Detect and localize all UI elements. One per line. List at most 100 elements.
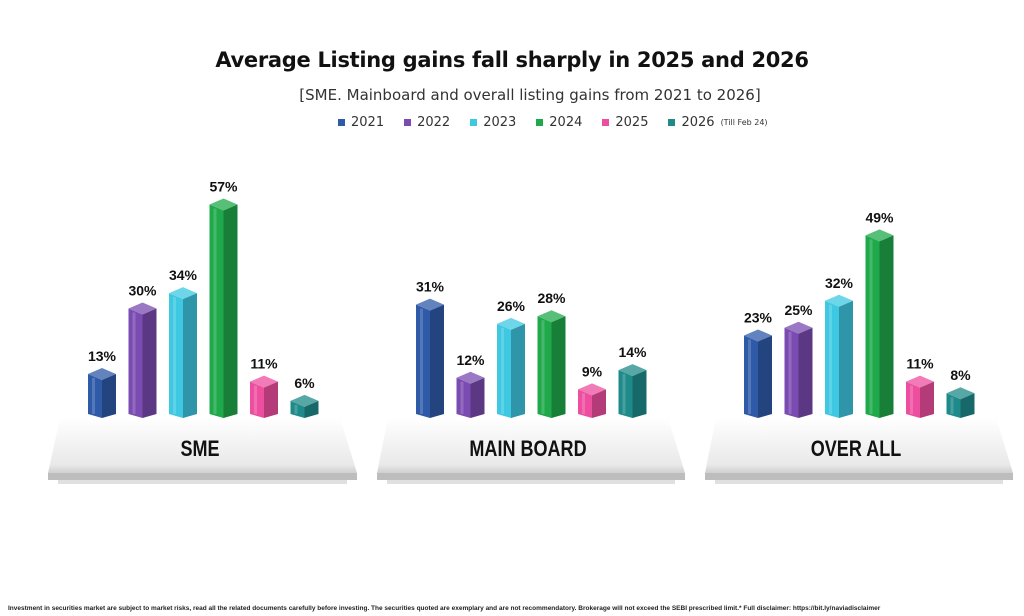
data-label: 6% — [294, 375, 315, 391]
legend-swatch — [470, 119, 478, 126]
bar-side — [304, 400, 319, 418]
bar-2025-sme: 11% — [250, 356, 278, 418]
bar-highlight — [582, 393, 585, 414]
platform-edge — [377, 473, 685, 480]
bar-highlight — [541, 320, 545, 414]
bar-highlight — [950, 397, 954, 414]
data-label: 26% — [497, 298, 526, 314]
bar-side — [511, 323, 525, 418]
data-label: 23% — [744, 309, 773, 325]
bar-side — [879, 235, 894, 418]
bar-side — [632, 370, 647, 418]
bar-2026-over-all: 8% — [946, 367, 975, 418]
data-label: 49% — [865, 209, 894, 225]
legend-item-2025: 2025 — [602, 115, 648, 130]
disclaimer-footer: Investment in securities market are subj… — [8, 605, 881, 612]
data-label: 14% — [618, 344, 647, 360]
legend-item-2022: 2022 — [404, 115, 450, 130]
platform — [377, 418, 685, 473]
bar-side — [264, 381, 278, 418]
group-over-all: OVER ALL 23% 25% 32% 49% 11% 8% — [705, 209, 1013, 484]
bar-highlight — [132, 312, 136, 414]
bar-2025-over-all: 11% — [906, 356, 934, 418]
bar-2026-main-board: 14% — [618, 344, 647, 418]
data-label: 12% — [456, 352, 485, 368]
legend-swatch — [602, 119, 610, 126]
platform-shadow — [387, 480, 675, 484]
bar-highlight — [910, 385, 913, 414]
legend-label: 2024 — [549, 115, 583, 130]
bar-2021-sme: 13% — [88, 348, 117, 418]
bar-highlight — [92, 377, 95, 414]
legend-label: 2026 — [681, 115, 715, 130]
bar-highlight — [748, 339, 751, 414]
platform-edge — [48, 473, 357, 480]
category-label: MAIN BOARD — [469, 437, 586, 461]
category-label: SME — [180, 437, 219, 461]
bar-2023-main-board: 26% — [497, 298, 526, 418]
legend-label: 2025 — [615, 115, 649, 130]
chart-title: Average Listing gains fall sharply in 20… — [215, 48, 809, 72]
bar-2021-main-board: 31% — [416, 279, 445, 418]
bar-side — [839, 300, 853, 418]
bar-highlight — [501, 327, 504, 414]
bar-2023-over-all: 32% — [825, 275, 854, 418]
bar-2024-sme: 57% — [209, 179, 238, 418]
data-label: 31% — [416, 279, 445, 295]
bar-2025-main-board: 9% — [578, 363, 606, 418]
legend-swatch — [338, 119, 345, 126]
bar-highlight — [294, 404, 298, 414]
legend-item-2023: 2023 — [470, 115, 516, 130]
bar-side — [183, 293, 197, 418]
bar-highlight — [829, 304, 832, 414]
bar-2022-sme: 30% — [128, 283, 157, 418]
platform — [48, 418, 357, 473]
legend-label: 2022 — [417, 115, 451, 130]
legend-note: (Till Feb 24) — [720, 118, 768, 127]
bar-highlight — [254, 385, 257, 414]
bar-side — [920, 381, 934, 418]
category-label: OVER ALL — [811, 437, 901, 461]
data-label: 11% — [250, 356, 278, 372]
bar-side — [551, 316, 566, 418]
bar-side — [758, 335, 772, 418]
data-label: 25% — [784, 302, 813, 318]
bar-2023-sme: 34% — [169, 267, 198, 418]
data-label: 34% — [169, 267, 198, 283]
bar-side — [960, 393, 975, 418]
platform-shadow — [58, 480, 347, 484]
chart-subtitle: [SME. Mainboard and overall listing gain… — [299, 86, 761, 104]
legend-label: 2023 — [483, 115, 517, 130]
bar-2021-over-all: 23% — [744, 309, 773, 418]
bar-2022-over-all: 25% — [784, 302, 813, 418]
bar-2024-main-board: 28% — [537, 290, 566, 418]
bar-2024-over-all: 49% — [865, 209, 894, 418]
bar-2026-sme: 6% — [290, 375, 319, 418]
data-label: 28% — [537, 290, 566, 306]
bar-side — [102, 373, 116, 418]
data-label: 57% — [209, 179, 238, 195]
data-label: 30% — [128, 283, 157, 299]
platform-shadow — [715, 480, 1003, 484]
data-label: 9% — [582, 363, 603, 379]
legend-item-2021: 2021 — [338, 115, 384, 130]
bar-highlight — [869, 239, 873, 414]
bar-2022-main-board: 12% — [456, 352, 485, 418]
legend-item-2026: 2026 (Till Feb 24) — [668, 115, 768, 130]
data-label: 32% — [825, 275, 854, 291]
bar-highlight — [622, 374, 626, 414]
bar-highlight — [788, 331, 792, 414]
data-label: 13% — [88, 348, 117, 364]
platform-edge — [705, 473, 1013, 480]
bar-side — [798, 327, 813, 418]
platform — [705, 418, 1013, 473]
group-sme: SME 13% 30% 34% 57% 11% 6% — [48, 179, 357, 484]
legend-swatch — [536, 119, 544, 126]
legend-swatch — [668, 119, 676, 126]
bar-side — [142, 308, 157, 418]
bar-highlight — [213, 208, 217, 414]
data-label: 11% — [906, 356, 934, 372]
bar-side — [430, 304, 444, 418]
legend-label: 2021 — [351, 115, 385, 130]
